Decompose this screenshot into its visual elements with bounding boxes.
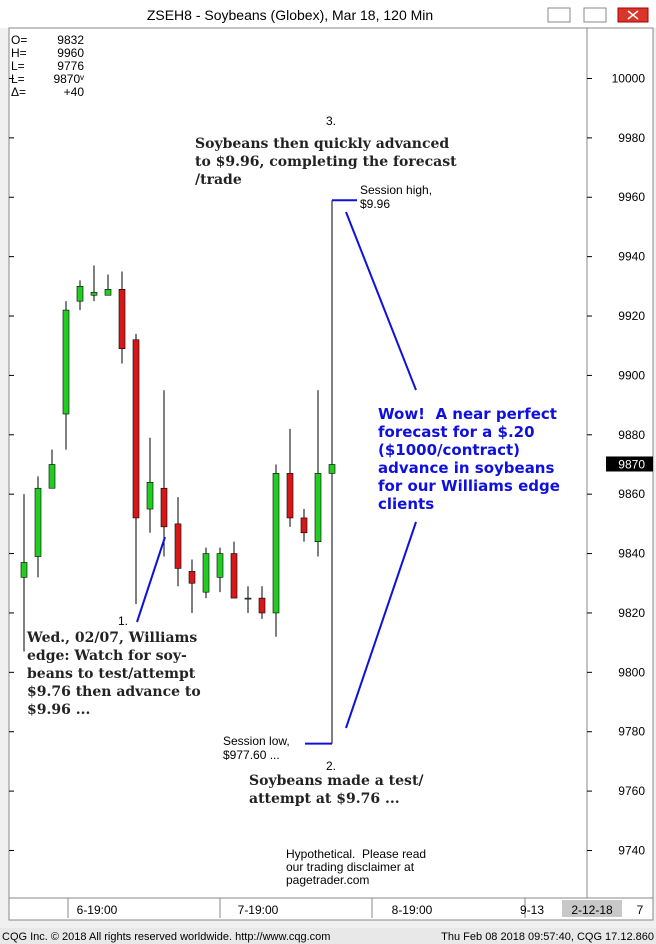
candle-body bbox=[216, 553, 224, 578]
annotation: 1. bbox=[118, 614, 128, 628]
annotation: $977.60 ... bbox=[223, 748, 280, 762]
pointer-line bbox=[345, 521, 417, 729]
candle-body bbox=[188, 571, 196, 584]
stat-value: 9832 bbox=[57, 33, 84, 47]
annotation: attempt at $9.76 ... bbox=[249, 791, 400, 807]
candle-body bbox=[328, 464, 336, 474]
y-tick-label: 9900 bbox=[618, 368, 645, 382]
candle-body bbox=[202, 553, 210, 593]
last-price-box bbox=[606, 456, 653, 472]
annotation: for our Williams edge bbox=[378, 477, 560, 495]
annotation: beans to test/attempt bbox=[27, 666, 196, 682]
last-price-label: 9870 bbox=[618, 457, 645, 471]
annotation: Hypothetical. Please read bbox=[286, 847, 426, 861]
stat-value: 9776 bbox=[57, 59, 84, 73]
x-tick-label: 6-19:00 bbox=[77, 903, 118, 917]
candle-body bbox=[160, 487, 168, 528]
candle-body bbox=[300, 517, 308, 534]
annotation: to $9.96, completing the forecast bbox=[195, 154, 457, 170]
candle-body bbox=[76, 286, 84, 302]
annotation: Wow! A near perfect bbox=[378, 405, 557, 423]
x-tick-label: 9-13 bbox=[520, 903, 544, 917]
y-tick-label: 9920 bbox=[618, 309, 645, 323]
window-title: ZSEH8 - Soybeans (Globex), Mar 18, 120 M… bbox=[147, 7, 433, 23]
annotation: edge: Watch for soy- bbox=[27, 648, 187, 664]
annotation: Soybeans then quickly advanced bbox=[195, 136, 449, 152]
close-icon bbox=[627, 10, 639, 20]
candle-body bbox=[104, 288, 112, 296]
maximize-button[interactable] bbox=[583, 7, 607, 23]
candle-body bbox=[48, 464, 56, 489]
y-tick-label: 9940 bbox=[618, 250, 645, 264]
annotation: 2. bbox=[326, 759, 336, 773]
title-bar bbox=[0, 0, 656, 28]
candle-body bbox=[132, 339, 140, 519]
pointer-line bbox=[136, 536, 166, 623]
annotation: 3. bbox=[326, 114, 336, 128]
y-tick-label: 10000 bbox=[612, 71, 646, 85]
y-tick-label: 9760 bbox=[618, 784, 645, 798]
annotation: $9.96 bbox=[360, 197, 390, 211]
y-tick-label: 9780 bbox=[618, 725, 645, 739]
y-tick-label: 9800 bbox=[618, 665, 645, 679]
candle-body bbox=[62, 309, 70, 415]
status-left: CQG Inc. © 2018 All rights reserved worl… bbox=[2, 931, 330, 943]
stat-value: 9870ᵛ bbox=[53, 72, 84, 86]
date-box-label: 2-12-18 bbox=[571, 903, 613, 917]
annotation: $9.76 then advance to bbox=[27, 684, 201, 700]
stat-label: L= bbox=[11, 72, 25, 86]
candle-body bbox=[230, 553, 238, 599]
stat-label: H= bbox=[11, 46, 27, 60]
candle-body bbox=[286, 473, 294, 519]
date-box bbox=[562, 900, 622, 917]
minimize-button[interactable] bbox=[547, 7, 571, 23]
plot-area bbox=[8, 27, 588, 899]
candle-body bbox=[118, 288, 126, 349]
x-tick-label: 8-19:00 bbox=[392, 903, 433, 917]
stat-value: 9960 bbox=[57, 46, 84, 60]
candle-body bbox=[314, 473, 322, 542]
annotation: Session high, bbox=[360, 183, 432, 197]
candle-body bbox=[20, 562, 28, 578]
annotation: pagetrader.com bbox=[286, 873, 369, 887]
time-axis bbox=[8, 897, 654, 921]
annotation: our trading disclaimer at bbox=[286, 860, 415, 874]
y-tick-label: 9840 bbox=[618, 547, 645, 561]
status-right: Thu Feb 08 2018 09:57:40, CQG 17.12.860 bbox=[441, 931, 654, 943]
annotation: $9.96 ... bbox=[27, 702, 90, 718]
status-bar bbox=[0, 928, 656, 944]
annotation: Wed., 02/07, Williams bbox=[26, 630, 197, 646]
candle-body bbox=[90, 291, 98, 296]
stat-label: L= bbox=[11, 59, 25, 73]
annotation: advance in soybeans bbox=[378, 459, 554, 477]
annotation: ($1000/contract) bbox=[378, 441, 520, 459]
y-tick-label: 9980 bbox=[618, 131, 645, 145]
candle-body bbox=[258, 597, 266, 614]
y-tick-label: 9860 bbox=[618, 487, 645, 501]
stat-label: O= bbox=[11, 33, 27, 47]
candle-body bbox=[272, 473, 280, 614]
candle-body bbox=[146, 482, 154, 510]
y-tick-label: 9880 bbox=[618, 428, 645, 442]
annotation: clients bbox=[378, 495, 434, 513]
y-tick-label: 9820 bbox=[618, 606, 645, 620]
y-tick-label: 9960 bbox=[618, 190, 645, 204]
stat-label: Δ= bbox=[11, 85, 26, 99]
pointer-line bbox=[345, 211, 417, 391]
y-tick-label: 9740 bbox=[618, 843, 645, 857]
date-box-tail: 7 bbox=[637, 903, 644, 917]
candle-body bbox=[34, 487, 42, 557]
candle-body bbox=[244, 597, 252, 600]
annotation: /trade bbox=[195, 172, 242, 188]
candle-body bbox=[174, 523, 182, 569]
stat-value: +40 bbox=[64, 85, 85, 99]
annotation: Soybeans made a test/ bbox=[249, 773, 424, 789]
annotation: Session low, bbox=[223, 734, 290, 748]
x-tick-label: 7-19:00 bbox=[238, 903, 279, 917]
annotation: forecast for a $.20 bbox=[378, 423, 535, 441]
